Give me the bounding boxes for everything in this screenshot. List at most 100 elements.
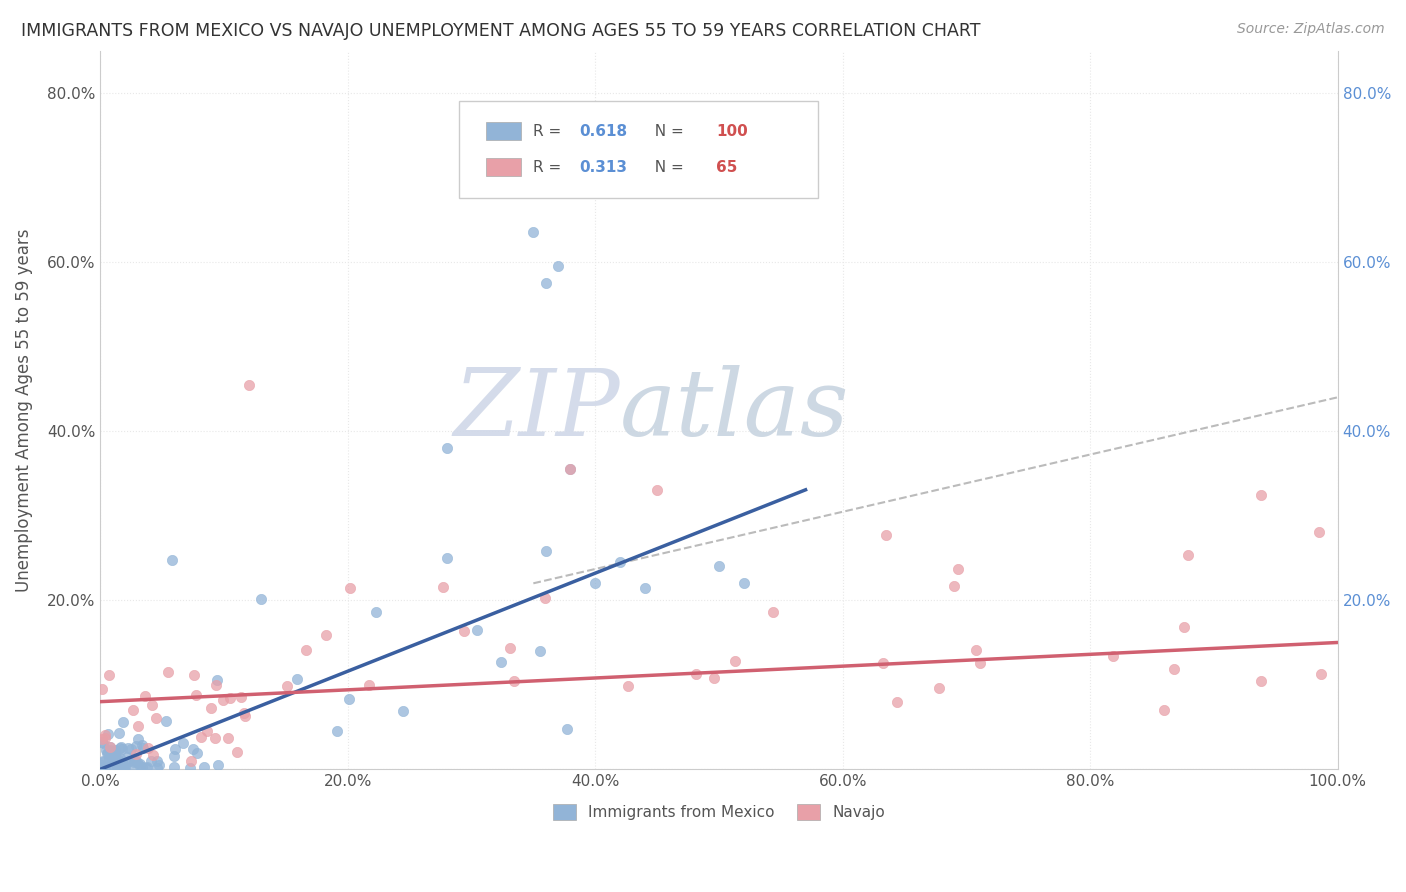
Point [436, 551, 458, 566]
Point [491, 655, 513, 669]
Point [141, 698, 163, 712]
Point [105, 758, 128, 772]
Point [110, 740, 132, 755]
Point [180, 754, 202, 768]
Point [100, 747, 122, 762]
Point [1153, 703, 1175, 717]
Point [124, 753, 146, 767]
Text: atlas: atlas [620, 365, 849, 455]
Point [325, 723, 347, 738]
Text: 0.618: 0.618 [579, 124, 627, 138]
Point [181, 742, 204, 756]
Point [163, 742, 186, 756]
Point [107, 753, 129, 767]
Point [886, 695, 908, 709]
Point [94, 728, 117, 742]
Point [97, 727, 120, 741]
Point [131, 738, 153, 752]
Point [91, 755, 114, 769]
Point [115, 750, 138, 764]
Point [205, 673, 228, 688]
Point [432, 580, 454, 594]
Point [207, 757, 229, 772]
Point [91, 754, 114, 768]
Text: IMMIGRANTS FROM MEXICO VS NAVAJO UNEMPLOYMENT AMONG AGES 55 TO 59 YEARS CORRELAT: IMMIGRANTS FROM MEXICO VS NAVAJO UNEMPLO… [21, 22, 980, 40]
Point [465, 623, 488, 637]
Point [1308, 525, 1330, 540]
Point [94, 731, 117, 745]
Point [145, 711, 167, 725]
Point [294, 643, 316, 657]
Point [200, 701, 222, 715]
Point [108, 726, 131, 740]
Point [103, 748, 125, 763]
Point [211, 693, 233, 707]
Point [703, 671, 725, 685]
Point [948, 561, 970, 575]
FancyBboxPatch shape [486, 122, 522, 140]
Point [560, 462, 582, 476]
FancyBboxPatch shape [486, 158, 522, 176]
Point [965, 643, 987, 657]
Point [145, 755, 167, 769]
Point [359, 678, 381, 692]
Point [184, 688, 207, 702]
Point [645, 483, 668, 498]
Point [733, 576, 755, 591]
Point [142, 747, 165, 762]
Point [120, 742, 142, 756]
Point [93, 761, 115, 775]
Point [560, 462, 582, 476]
Point [156, 665, 179, 679]
Point [534, 543, 557, 558]
Point [136, 760, 159, 774]
Point [616, 680, 638, 694]
Point [875, 528, 897, 542]
Point [111, 756, 134, 770]
Point [337, 691, 360, 706]
Point [129, 757, 152, 772]
Text: Source: ZipAtlas.com: Source: ZipAtlas.com [1237, 22, 1385, 37]
Point [872, 657, 894, 671]
Point [583, 576, 606, 591]
Point [453, 624, 475, 639]
Point [131, 760, 153, 774]
Point [101, 752, 124, 766]
Text: R =: R = [533, 160, 567, 175]
Point [724, 654, 747, 668]
Point [276, 679, 298, 693]
Point [112, 756, 135, 771]
Point [91, 736, 114, 750]
Point [112, 760, 135, 774]
Point [108, 761, 131, 775]
Point [105, 751, 128, 765]
Point [96, 743, 118, 757]
Point [217, 731, 239, 745]
Point [436, 441, 458, 455]
Point [233, 709, 256, 723]
Point [127, 731, 149, 746]
Point [557, 723, 579, 737]
Point [238, 377, 260, 392]
Legend: Immigrants from Mexico, Navajo: Immigrants from Mexico, Navajo [547, 798, 891, 826]
Point [98, 739, 121, 754]
Point [534, 591, 557, 606]
Point [97, 746, 120, 760]
Point [534, 276, 557, 290]
Point [134, 689, 156, 703]
Point [160, 552, 183, 566]
Point [100, 756, 122, 771]
Point [127, 718, 149, 732]
Point [529, 643, 551, 657]
Point [1173, 620, 1195, 634]
Point [163, 748, 186, 763]
Point [103, 760, 125, 774]
Point [108, 760, 131, 774]
Point [231, 690, 253, 704]
Point [179, 761, 201, 775]
Point [90, 731, 112, 746]
Point [232, 706, 254, 721]
Point [204, 731, 226, 745]
Point [135, 761, 157, 775]
Point [91, 734, 114, 748]
